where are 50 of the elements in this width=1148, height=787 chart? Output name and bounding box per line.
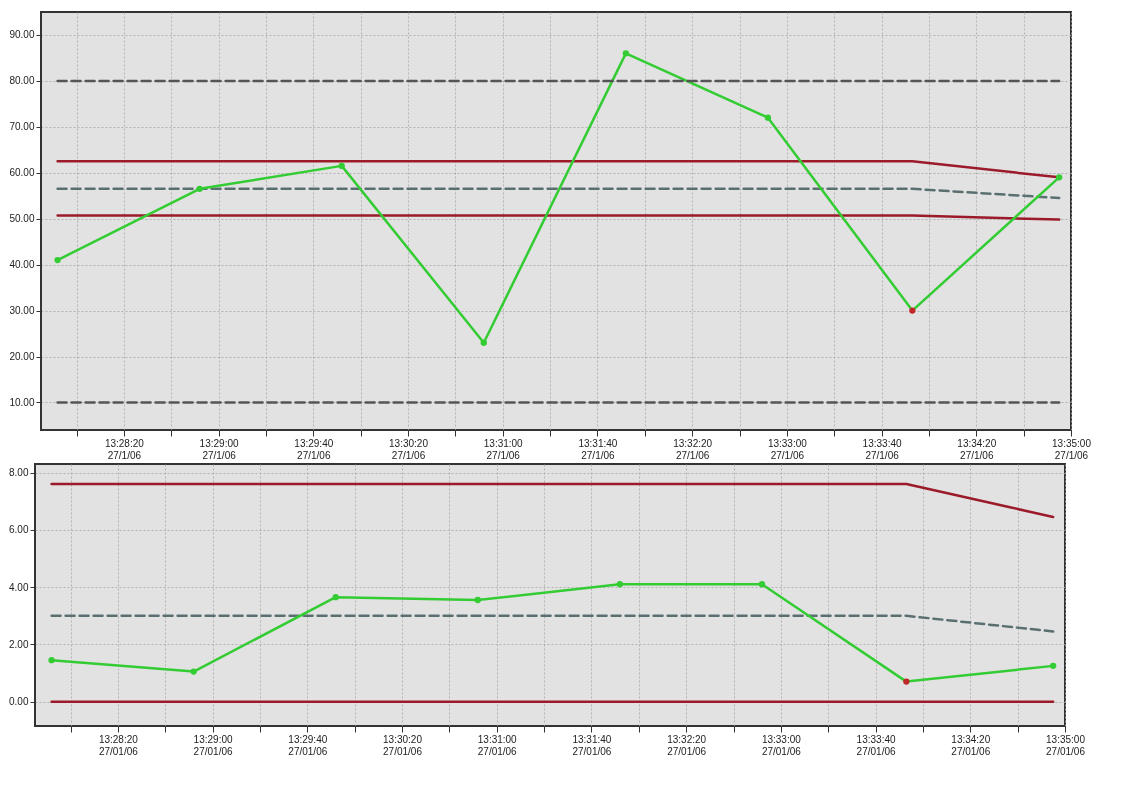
y-tick-label: 2.00 [9,638,29,650]
x-tick-label: 13:31:00 27/01/06 [477,733,518,757]
point [758,581,766,588]
x-tick-label: 13:35:00 27/01/06 [1046,733,1086,757]
x-tick-label: 13:33:00 27/1/06 [767,437,808,461]
x-tick-label: 13:31:00 27/1/06 [483,437,524,461]
point [48,656,55,664]
x-tick-label: 13:29:40 27/1/06 [294,437,334,461]
point [474,596,481,604]
y-tick-label: 40.00 [9,259,35,271]
point [338,162,345,170]
y-tick-label: 4.00 [9,581,29,593]
y-tick-label: 60.00 [9,167,35,179]
x-tick-label: 13:30:20 27/01/06 [383,733,423,757]
point [332,593,339,601]
point [480,339,487,346]
point [54,256,61,264]
point [190,668,197,675]
x-tick-label: 13:29:40 27/01/06 [288,733,328,757]
x-tick-label: 13:33:00 27/01/06 [761,733,802,757]
x-tick-label: 13:28:20 27/01/06 [98,733,139,757]
y-tick-label: 8.00 [9,467,29,479]
x-tick-label: 13:34:20 27/1/06 [957,437,997,461]
x-tick-label: 13:29:00 27/01/06 [193,733,233,757]
point [616,581,624,588]
y-tick-label: 80.00 [9,75,35,87]
point [909,307,916,314]
point [196,185,203,192]
x-tick-label: 13:31:40 27/01/06 [572,733,612,757]
y-tick-label: 90.00 [9,29,35,41]
y-tick-label: 20.00 [9,351,35,363]
x-tick-label: 13:30:20 27/1/06 [389,437,429,461]
y-tick-label: 30.00 [9,305,35,317]
x-tick-label: 13:33:40 27/01/06 [856,733,896,757]
y-tick-label: 70.00 [9,121,35,133]
x-tick-label: 13:32:20 27/01/06 [667,733,707,757]
x-tick-label: 13:31:40 27/1/06 [578,437,618,461]
x-tick-label: 13:32:20 27/1/06 [673,437,713,461]
point [764,114,772,121]
x-tick-label: 13:34:20 27/01/06 [951,733,991,757]
point [622,50,630,57]
x-tick-label: 13:28:20 27/1/06 [104,437,145,461]
y-tick-label: 6.00 [9,524,29,536]
y-tick-label: 0.00 [9,696,29,708]
x-tick-label: 13:35:00 27/1/06 [1052,437,1092,461]
x-tick-label: 13:33:40 27/1/06 [862,437,902,461]
y-tick-label: 50.00 [9,213,35,225]
point [903,678,910,685]
x-tick-label: 13:29:00 27/1/06 [199,437,239,461]
y-tick-label: 10.00 [9,396,35,408]
